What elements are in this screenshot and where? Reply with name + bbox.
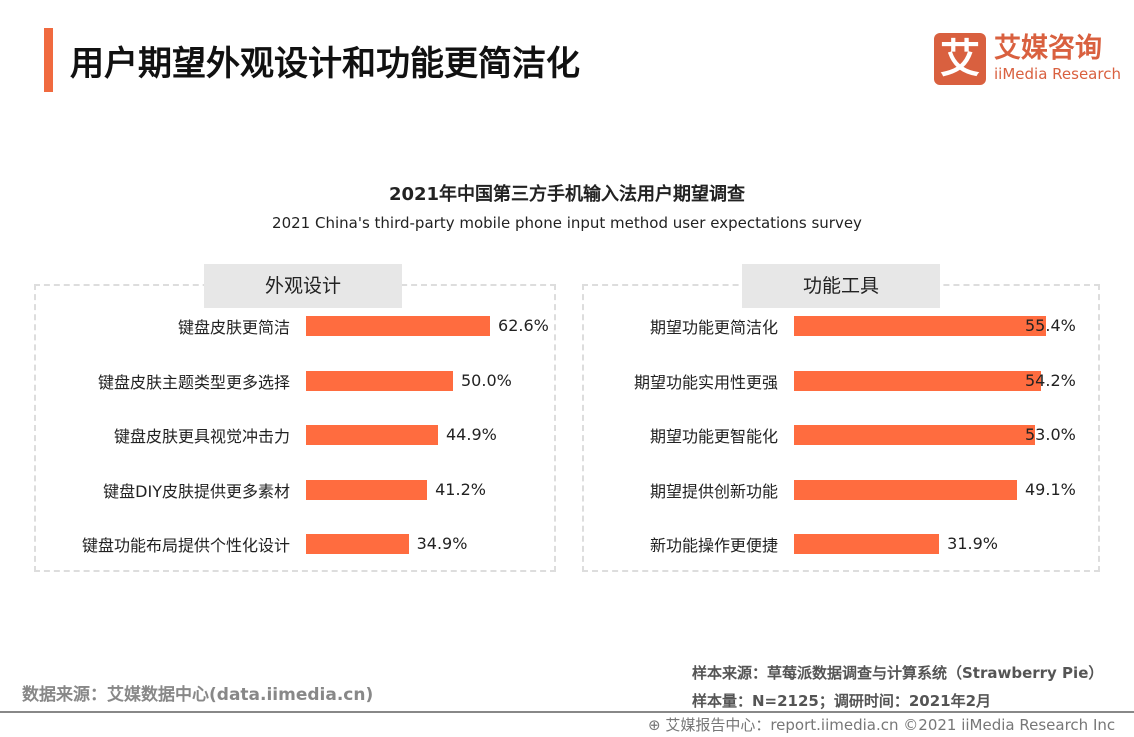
value-label: 55.4% (1025, 316, 1076, 335)
value-label: 31.9% (947, 534, 998, 553)
globe-icon: ⊕ (648, 716, 666, 734)
logo-cn: 艾媒咨询 (994, 33, 1102, 64)
page-title: 用户期望外观设计和功能更简洁化 (70, 44, 580, 84)
panel-function: 功能工具 (582, 264, 1100, 572)
category-label: 键盘皮肤主题类型更多选择 (97, 372, 290, 392)
bar (794, 316, 1047, 336)
panel-title: 功能工具 (742, 264, 940, 308)
value-label: 49.1% (1025, 479, 1076, 499)
value-label: 62.6% (498, 316, 549, 335)
bar (306, 316, 491, 336)
value-label: 50.0% (461, 370, 512, 390)
category-label: 键盘皮肤更简洁 (177, 318, 290, 337)
panel-title: 外观设计 (204, 264, 402, 308)
bar (794, 370, 1041, 391)
value-label: 34.9% (416, 534, 468, 553)
value-label: 44.9% (446, 425, 497, 444)
bar (306, 425, 438, 445)
footer-divider (0, 711, 1134, 713)
sample-size: 样本量：N=2125；调研时间：2021年2月 (692, 692, 992, 710)
copyright-text: 艾媒报告中心：report.iimedia.cn ©2021 iiMedia R… (665, 716, 1116, 734)
sample-source: 样本来源：草莓派数据调查与计算系统（Strawberry Pie） (692, 664, 1104, 682)
logo-en: iiMedia Research (994, 65, 1121, 83)
category-label: 新功能操作更便捷 (649, 536, 778, 555)
value-label: 53.0% (1025, 425, 1076, 444)
bar (306, 534, 409, 554)
value-label: 41.2% (435, 479, 486, 499)
value-label: 54.2% (1025, 370, 1076, 390)
category-label: 期望功能实用性更强 (633, 372, 778, 392)
iimedia-logo: 艾 艾媒咨询 iiMedia Research (934, 33, 1121, 85)
data-source: 数据来源：艾媒数据中心(data.iimedia.cn) (22, 685, 374, 705)
category-label: 期望提供创新功能 (649, 481, 778, 501)
category-label: 期望功能更简洁化 (649, 318, 778, 337)
bar (794, 479, 1018, 500)
chart-title: 2021年中国第三方手机输入法用户期望调查 (388, 184, 746, 205)
category-label: 键盘功能布局提供个性化设计 (81, 536, 290, 555)
bar (794, 534, 940, 554)
bar (794, 425, 1036, 445)
chart-subtitle: 2021 China's third-party mobile phone in… (272, 214, 862, 232)
title-accent-bar (44, 28, 53, 92)
category-label: 期望功能更智能化 (649, 427, 778, 446)
category-label: 键盘DIY皮肤提供更多素材 (103, 481, 290, 501)
footer-copyright: ⊕ 艾媒报告中心：report.iimedia.cn ©2021 iiMedia… (648, 714, 1115, 735)
logo-mark: 艾 (934, 33, 986, 85)
panel-appearance: 外观设计 (34, 264, 556, 572)
bar (306, 479, 428, 500)
bar (306, 370, 453, 391)
category-label: 键盘皮肤更具视觉冲击力 (113, 427, 290, 446)
